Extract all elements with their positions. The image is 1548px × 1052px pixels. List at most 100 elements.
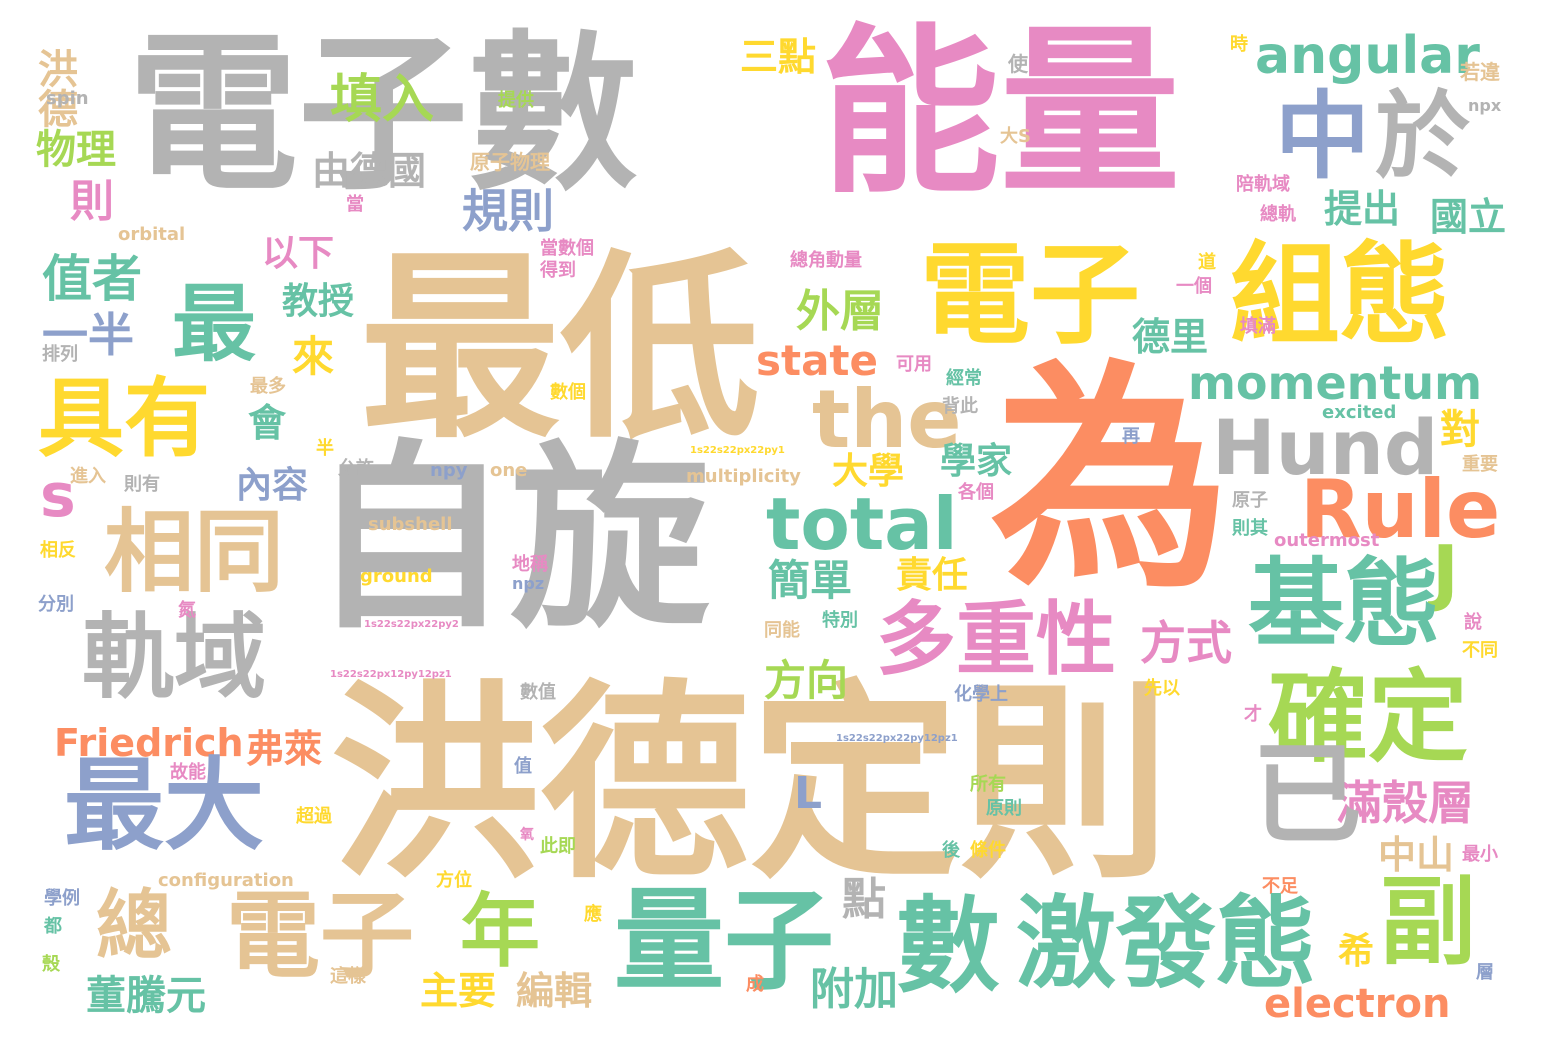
word-大學: 大學 [832, 451, 905, 492]
word-填滿: 填滿 [1240, 316, 1276, 337]
word-則: 則 [70, 176, 114, 227]
word-L: L [794, 768, 823, 819]
word-為: 為 [990, 340, 1231, 620]
word-氮: 氮 [178, 600, 196, 621]
word-殼: 殼 [42, 954, 60, 975]
word-大S: 大S [1000, 126, 1031, 147]
word-說: 說 [1464, 612, 1482, 633]
word-原則: 原則 [986, 798, 1022, 819]
word-值者: 值者 [42, 250, 142, 308]
word-the: the [812, 373, 962, 466]
word-則有: 則有 [124, 474, 160, 495]
word-學例: 學例 [44, 888, 80, 909]
word-npz: npz [512, 574, 545, 593]
word-主要: 主要 [420, 969, 497, 1013]
word-angular: angular [1255, 26, 1480, 86]
word-內容: 內容 [236, 465, 309, 506]
word-道: 道 [1195, 252, 1216, 270]
word-地稱: 地稱 [512, 554, 548, 575]
word-德里: 德里 [1132, 315, 1209, 359]
word-年: 年 [460, 885, 540, 978]
word-相同: 相同 [104, 500, 284, 605]
word-自旋: 自旋 [310, 423, 711, 656]
word-半: 半 [316, 438, 334, 459]
word-簡單: 簡單 [768, 556, 853, 605]
word-滿殼層: 滿殼層 [1336, 776, 1474, 830]
word-當: 當 [346, 194, 364, 215]
word-陪軌域: 陪軌域 [1236, 174, 1290, 195]
word-電子-1: 電子 [920, 231, 1140, 359]
word-後: 後 [942, 840, 960, 861]
word-國立: 國立 [1430, 195, 1507, 239]
word-希: 希 [1338, 931, 1375, 972]
word-最大: 最大 [64, 747, 264, 864]
word-最小: 最小 [1462, 844, 1498, 865]
word-若違: 若違 [1460, 60, 1500, 84]
word-相反: 相反 [40, 540, 76, 561]
word-總: 總 [96, 881, 172, 970]
word-subshell: subshell [368, 514, 453, 535]
word-基態: 基態 [1248, 548, 1440, 660]
word-排列: 排列 [42, 344, 78, 365]
word-才: 才 [1244, 704, 1262, 725]
word-最多: 最多 [250, 376, 286, 397]
word-會: 會 [248, 401, 287, 445]
word-Rule: Rule [1300, 463, 1501, 556]
word-量子: 量子 [614, 877, 834, 1005]
word-規則: 規則 [462, 184, 554, 238]
word-已: 已 [1252, 731, 1362, 859]
word-氧: 氧 [520, 827, 534, 843]
word-方式: 方式 [1140, 616, 1232, 670]
word-三點: 三點 [740, 35, 817, 79]
word-electron: electron [1264, 981, 1451, 1027]
word-當數個: 當數個 [540, 238, 594, 259]
word-故能: 故能 [170, 762, 206, 783]
word-進入: 進入 [70, 466, 106, 487]
word-填入: 填入 [330, 70, 435, 130]
word-點: 點 [842, 874, 886, 925]
word-數值: 數值 [520, 682, 556, 703]
word-應: 應 [584, 904, 602, 925]
word-先以: 先以 [1144, 678, 1180, 699]
word-同能: 同能 [764, 620, 800, 641]
word-一半: 一半 [42, 308, 134, 362]
word-這樣: 這樣 [330, 966, 366, 987]
word-得到: 得到 [540, 260, 576, 281]
word-教授: 教授 [282, 281, 355, 322]
word-提出: 提出 [1324, 187, 1401, 231]
word-spin: spin [46, 88, 89, 109]
word-configuration: configuration [158, 870, 294, 891]
word-化學上: 化學上 [954, 684, 1008, 705]
word-不同: 不同 [1462, 640, 1498, 661]
word-則其: 則其 [1232, 518, 1268, 539]
word-由德國: 由德國 [312, 149, 427, 193]
word-使: 使 [1008, 52, 1028, 76]
word-對: 對 [1440, 407, 1480, 453]
word-來: 來 [292, 332, 335, 381]
word-於: 於 [1375, 82, 1471, 192]
word-學家: 學家 [940, 441, 1013, 482]
word-multiplicity: multiplicity [686, 466, 801, 487]
word-momentum: momentum [1188, 356, 1483, 410]
word-都: 都 [41, 916, 62, 934]
word-多重性: 多重性 [876, 593, 1116, 686]
word-最: 最 [172, 275, 257, 373]
word-分別: 分別 [38, 594, 74, 615]
word-洪德: 洪德 [31, 48, 77, 128]
word-中山: 中山 [1378, 833, 1455, 877]
word-能量: 能量 [820, 9, 1181, 218]
word-副: 副 [1380, 866, 1476, 978]
word-方向: 方向 [764, 656, 849, 705]
word-中: 中 [1275, 82, 1371, 192]
word-Friedrich: Friedrich [54, 721, 244, 765]
word-不足: 不足 [1262, 876, 1298, 897]
word-數: 數 [896, 885, 1001, 1007]
word-J: J [1432, 530, 1459, 614]
word-orbital: orbital [118, 224, 186, 245]
word-Hund: Hund [1212, 403, 1439, 492]
word-責任: 責任 [896, 555, 969, 596]
word-outermost: outermost [1274, 530, 1380, 551]
word-總軌: 總軌 [1260, 204, 1296, 225]
word-提供: 提供 [498, 90, 534, 111]
